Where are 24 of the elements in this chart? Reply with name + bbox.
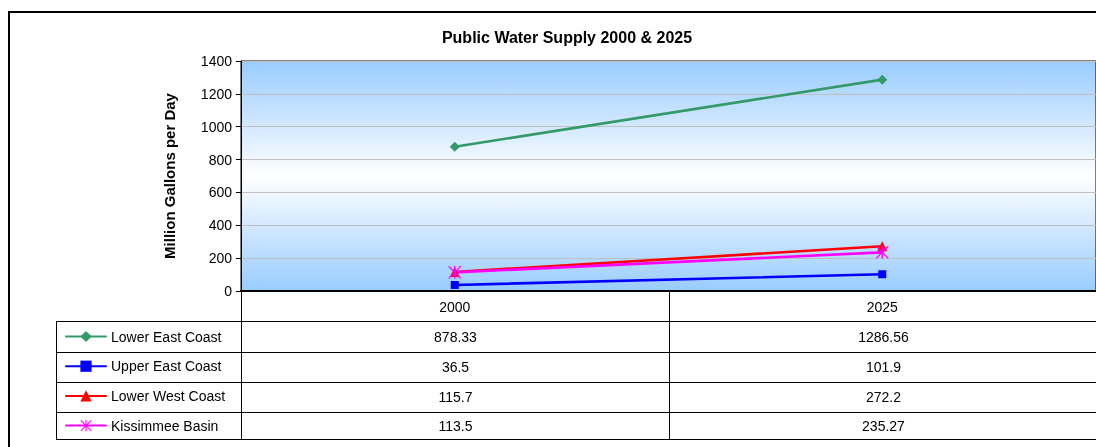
y-tick-label: 1400 <box>200 53 233 69</box>
legend-label: Upper East Coast <box>111 358 222 375</box>
chart-title: Public Water Supply 2000 & 2025 <box>441 28 693 46</box>
y-tick-label: 200 <box>208 250 233 267</box>
legend-label: Kissimmee Basin <box>111 417 219 434</box>
y-tick-label: 800 <box>208 151 233 168</box>
y-tick-label: 400 <box>208 217 233 234</box>
y-tick-label: 0 <box>224 283 233 299</box>
y-tick-label: 600 <box>208 184 233 201</box>
data-label: 272.2 <box>669 382 1096 412</box>
data-label: 113.5 <box>241 412 670 439</box>
x-tick-label: 2025 <box>866 299 899 315</box>
y-axis-title: Million Gallons per Day <box>161 92 178 259</box>
y-tick-label: 1200 <box>200 85 233 102</box>
legend-label: Lower West Coast <box>111 387 226 404</box>
data-label: 235.27 <box>669 412 1096 439</box>
y-tick-label: 1000 <box>200 118 233 135</box>
data-label: 101.9 <box>669 352 1096 382</box>
data-label: 878.33 <box>241 321 670 352</box>
data-label: 1286.56 <box>669 321 1096 352</box>
legend-label: Lower East Coast <box>111 328 222 345</box>
data-label: 115.7 <box>241 382 670 412</box>
x-tick-label: 2000 <box>439 299 471 315</box>
data-label: 36.5 <box>241 352 670 382</box>
